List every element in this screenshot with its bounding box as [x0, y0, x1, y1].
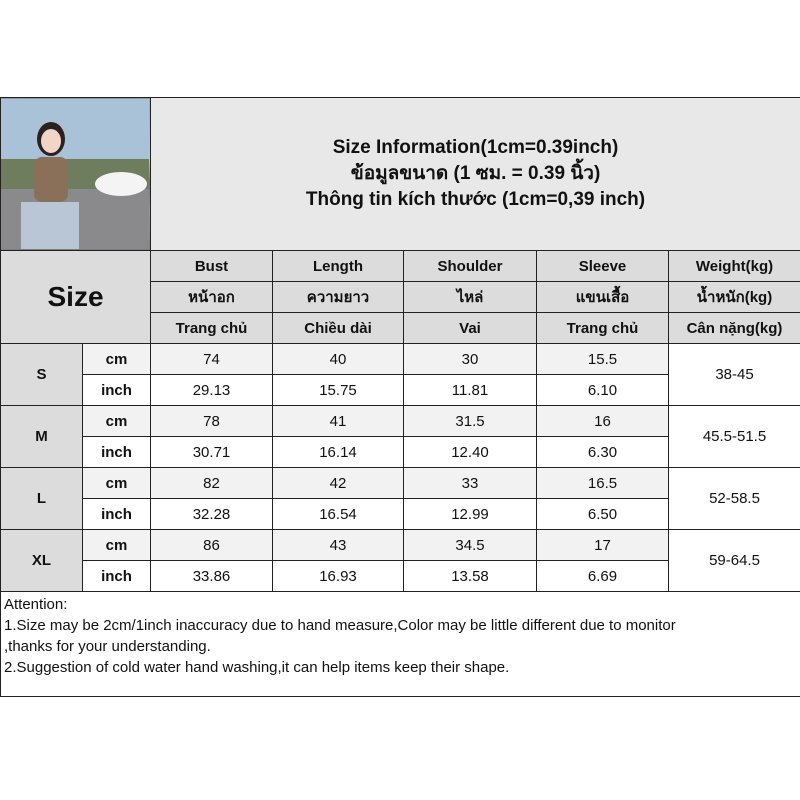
size-label: M: [0, 405, 83, 468]
column-header: หน้าอก: [150, 281, 273, 313]
attention-note: Attention: 1.Size may be 2cm/1inch inaccu…: [0, 591, 800, 697]
column-header: Chiều dài: [272, 312, 404, 344]
measurement-cell: 30.71: [150, 436, 273, 468]
measurement-cell: 15.75: [272, 374, 404, 406]
measurement-cell: 16.93: [272, 560, 404, 592]
weight-cell: 38-45: [667, 343, 800, 406]
column-header: Sleeve: [536, 250, 669, 282]
measurement-cell: 41: [272, 405, 404, 437]
unit-label: cm: [82, 467, 151, 499]
measurement-cell: 6.10: [536, 374, 669, 406]
measurement-cell: 33: [403, 467, 537, 499]
attention-line: Attention:: [4, 596, 68, 613]
column-header: Shoulder: [403, 250, 537, 282]
measurement-cell: 29.13: [150, 374, 273, 406]
title-block: Size Information(1cm=0.39inch) ข้อมูลขนา…: [149, 97, 800, 251]
measurement-cell: 32.28: [150, 498, 273, 530]
column-header: Cân nặng(kg): [667, 312, 800, 344]
measurement-cell: 30: [403, 343, 537, 375]
weight-cell: 59-64.5: [667, 529, 800, 592]
column-header: Trang chủ: [150, 312, 273, 344]
measurement-cell: 16: [536, 405, 669, 437]
table-row: inch 29.13 15.75 11.81 6.10: [1, 374, 800, 406]
attention-line: 2.Suggestion of cold water hand washing,…: [4, 659, 510, 676]
size-table: Size Information(1cm=0.39inch) ข้อมูลขนา…: [0, 97, 800, 697]
table-row: inch 33.86 16.93 13.58 6.69: [1, 560, 800, 592]
unit-label: cm: [82, 529, 151, 561]
measurement-cell: 42: [272, 467, 404, 499]
unit-label: cm: [82, 405, 151, 437]
measurement-cell: 31.5: [403, 405, 537, 437]
title-vi: Thông tin kích thước (1cm=0,39 inch): [305, 189, 646, 210]
column-header: แขนเสื้อ: [536, 281, 669, 313]
size-label: S: [0, 343, 83, 406]
unit-label: cm: [82, 343, 151, 375]
measurement-cell: 6.50: [536, 498, 669, 530]
measurement-cell: 78: [150, 405, 273, 437]
unit-label: inch: [82, 436, 151, 468]
weight-cell: 52-58.5: [667, 467, 800, 530]
column-header: ไหล่: [403, 281, 537, 313]
weight-cell: 45.5-51.5: [667, 405, 800, 468]
column-header: Bust: [150, 250, 273, 282]
column-header: ความยาว: [272, 281, 404, 313]
measurement-cell: 11.81: [403, 374, 537, 406]
measurement-cell: 16.14: [272, 436, 404, 468]
size-label: L: [0, 467, 83, 530]
measurement-cell: 15.5: [536, 343, 669, 375]
measurement-cell: 43: [272, 529, 404, 561]
column-header: น้ำหนัก(kg): [667, 281, 800, 313]
measurement-cell: 16.5: [536, 467, 669, 499]
attention-line: 1.Size may be 2cm/1inch inaccuracy due t…: [4, 617, 676, 634]
measurement-cell: 17: [536, 529, 669, 561]
product-photo: [0, 97, 151, 251]
column-header: Trang chủ: [536, 312, 669, 344]
title-en: Size Information(1cm=0.39inch): [332, 137, 619, 158]
measurement-cell: 40: [272, 343, 404, 375]
measurement-cell: 82: [150, 467, 273, 499]
measurement-cell: 6.30: [536, 436, 669, 468]
measurement-cell: 34.5: [403, 529, 537, 561]
column-header: Weight(kg): [667, 250, 800, 282]
measurement-cell: 16.54: [272, 498, 404, 530]
size-header: Size: [0, 250, 151, 344]
unit-label: inch: [82, 374, 151, 406]
table-row: XL cm 86 43 34.5 17 59-64.5: [0, 529, 800, 592]
unit-label: inch: [82, 560, 151, 592]
measurement-cell: 13.58: [403, 560, 537, 592]
column-header: Length: [272, 250, 404, 282]
size-chart: Size Information(1cm=0.39inch) ข้อมูลขนา…: [0, 97, 800, 697]
title-th: ข้อมูลขนาด (1 ซม. = 0.39 นิ้ว): [350, 163, 601, 184]
measurement-cell: 12.99: [403, 498, 537, 530]
measurement-cell: 86: [150, 529, 273, 561]
measurement-cell: 12.40: [403, 436, 537, 468]
attention-line: ,thanks for your understanding.: [4, 638, 211, 655]
size-label: XL: [0, 529, 83, 592]
measurement-cell: 74: [150, 343, 273, 375]
unit-label: inch: [82, 498, 151, 530]
column-header: Vai: [403, 312, 537, 344]
measurement-cell: 6.69: [536, 560, 669, 592]
measurement-cell: 33.86: [150, 560, 273, 592]
